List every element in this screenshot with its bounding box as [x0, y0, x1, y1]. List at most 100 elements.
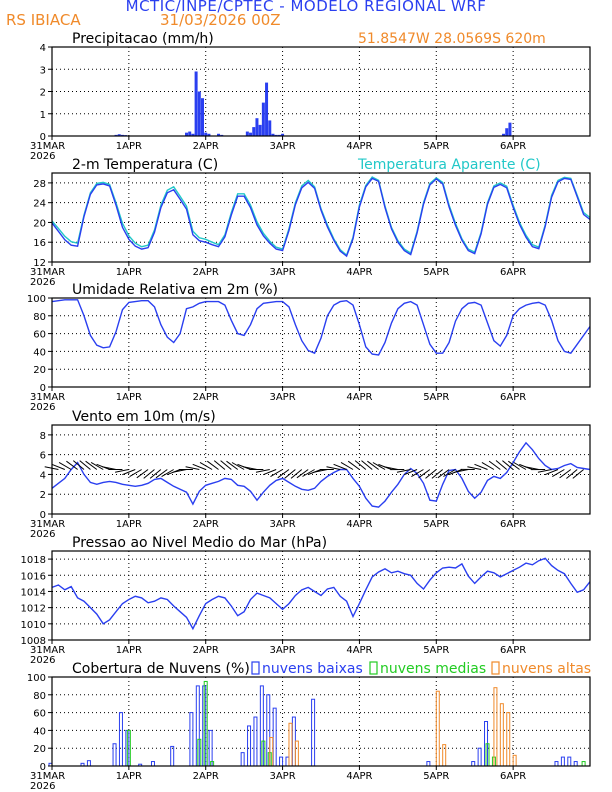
wind-barb — [488, 460, 501, 470]
temp-xtick-label: 4APR — [346, 267, 372, 278]
coords-label: 51.8547W 28.0569S 620m — [358, 31, 546, 47]
rh-xtick-label: 6APR — [500, 392, 526, 403]
wind-barb — [559, 469, 572, 479]
clouds-bar-nuvens-baixas — [573, 761, 578, 767]
clouds-xtick-label: 6APR — [500, 771, 526, 782]
precip-bar — [258, 124, 262, 136]
pressure-panel — [48, 550, 591, 644]
wind-barb — [255, 469, 270, 473]
wind-barb — [226, 460, 239, 470]
clouds-ytick-label: 40 — [33, 726, 46, 737]
rh-frame — [51, 297, 591, 388]
temp-xtick-label: 2APR — [193, 267, 219, 278]
wind-ytick-label: 0 — [40, 510, 46, 521]
rh-xtick-label: 4APR — [346, 392, 372, 403]
clouds-xtick-label: 31MAR — [30, 771, 65, 782]
precip-xtick-label: 5APR — [423, 141, 449, 152]
wind-barb — [384, 466, 398, 470]
clouds-bar-nuvens-baixas — [208, 729, 213, 767]
wind-barb — [467, 466, 482, 470]
precip-panel — [48, 46, 591, 140]
wind-xtick-label: 1APR — [116, 519, 142, 530]
rh-xtick-label: 1APR — [116, 392, 142, 403]
wind-barb — [220, 460, 232, 470]
wind-barb — [296, 469, 309, 479]
precip-xtick-label: 1APR — [116, 141, 142, 152]
clouds-ytick-label: 60 — [33, 709, 46, 720]
wind-barb — [129, 469, 142, 478]
clouds-xtick-label: 5APR — [423, 771, 449, 782]
precip-bar — [249, 132, 253, 136]
wind-barb — [277, 469, 290, 479]
temp-title: 2-m Temperatura (C) — [72, 157, 218, 173]
wind-barb — [79, 460, 91, 470]
temp-xtick-label: 5APR — [423, 267, 449, 278]
wind-barb — [302, 469, 315, 477]
precip-bar — [207, 133, 211, 136]
wind-panel — [44, 424, 591, 518]
temp-xtick-label: 6APR — [500, 267, 526, 278]
rh-xtick-label: 2APR — [193, 392, 219, 403]
wind-barb — [367, 460, 379, 470]
legend-swatch-0 — [251, 661, 260, 675]
rh-ytick-label: 60 — [33, 330, 46, 341]
rh-year-label: 2026 — [30, 402, 55, 413]
pressure-frame — [51, 550, 591, 641]
precip-xtick-label: 31MAR — [30, 141, 65, 152]
precip-ytick-label: 1 — [40, 110, 46, 121]
rh-xtick-label: 5APR — [423, 392, 449, 403]
wind-barb — [566, 469, 578, 479]
precip-bar — [508, 122, 512, 136]
pressure-xtick-label: 3APR — [269, 645, 295, 656]
temp-year-label: 2026 — [30, 277, 55, 288]
temp-ytick-label: 12 — [33, 258, 46, 269]
temp-xtick-label: 1APR — [116, 267, 142, 278]
clouds-bar-nuvens-altas — [294, 740, 299, 767]
wind-barb — [284, 469, 296, 479]
wind-barb — [72, 460, 85, 470]
precip-ytick-label: 3 — [40, 65, 46, 76]
precip-title: Precipitacao (mm/h) — [72, 31, 214, 47]
temp-ytick-label: 24 — [33, 199, 46, 210]
chart-main-title: MCTIC/INPE/CPTEC - MODELO REGIONAL WRF — [125, 0, 487, 15]
precip-bar — [261, 102, 265, 136]
legend-label-2: nuvens altas — [502, 661, 591, 677]
wind-barb — [437, 469, 450, 479]
wind-xtick-label: 3APR — [269, 519, 295, 530]
precip-bar — [188, 131, 192, 136]
clouds-panel — [48, 661, 591, 770]
precip-bar — [245, 131, 249, 136]
wind-barb — [572, 469, 584, 479]
clouds-xtick-label: 2APR — [193, 771, 219, 782]
wind-barb — [161, 469, 174, 478]
wind-barb — [418, 469, 431, 479]
wind-barb — [90, 461, 104, 470]
precip-bar — [197, 91, 201, 136]
clouds-bar-nuvens-baixas — [112, 743, 117, 767]
wind-xtick-label: 5APR — [423, 519, 449, 530]
rh-line-0 — [51, 299, 591, 356]
pressure-line-0 — [51, 557, 591, 631]
wind-barb — [326, 466, 341, 470]
precip-ytick-label: 0 — [40, 132, 46, 143]
wind-barb — [136, 469, 149, 479]
location-label: RS IBIACA — [6, 11, 81, 29]
clouds-xtick-label: 1APR — [116, 771, 142, 782]
wind-barb — [354, 460, 367, 470]
wind-barb — [155, 469, 168, 479]
clouds-bar-nuvens-baixas — [554, 761, 559, 767]
wind-barb — [263, 469, 277, 476]
clouds-ytick-label: 20 — [33, 744, 46, 755]
clouds-bar-nuvens-baixas — [279, 756, 284, 767]
wind-barb — [544, 469, 559, 476]
clouds-bar-nuvens-baixas — [272, 707, 277, 767]
rh-ytick-label: 40 — [33, 347, 46, 358]
pressure-ytick-label: 1014 — [21, 587, 46, 598]
clouds-bar-nuvens-altas — [506, 712, 511, 767]
wind-barb — [231, 462, 245, 470]
legend-label-0: nuvens baixas — [262, 661, 363, 677]
wind-barb — [347, 460, 360, 470]
clouds-bar-nuvens-baixas — [86, 760, 91, 767]
wind-barb — [411, 469, 424, 478]
